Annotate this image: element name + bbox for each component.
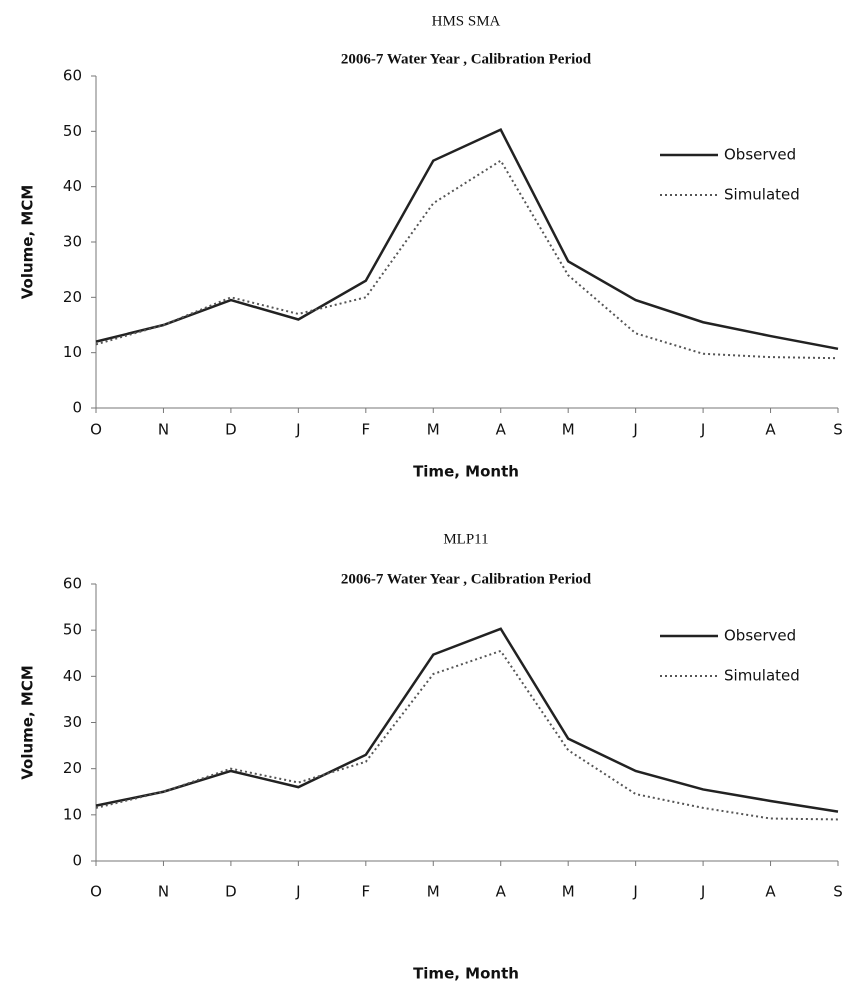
y-axis-title: Volume, MCM [19, 665, 37, 780]
y-tick-label: 0 [72, 852, 82, 870]
x-tick-label: F [361, 883, 370, 901]
y-tick-label: 0 [72, 399, 82, 417]
series-line [95, 627, 839, 813]
chart-subtitle: 2006-7 Water Year , Calibration Period [341, 51, 592, 67]
x-tick-label: J [295, 883, 300, 901]
y-tick-label: 10 [63, 805, 82, 823]
y-tick-label: 10 [63, 343, 82, 361]
y-tick-label: 50 [63, 621, 82, 639]
chart-title: MLP11 [443, 531, 488, 547]
y-tick-label: 50 [63, 122, 82, 140]
x-tick-label: M [562, 421, 575, 439]
x-tick-label: N [158, 421, 169, 439]
y-tick-label: 40 [63, 667, 82, 685]
x-tick-label: A [496, 883, 507, 901]
y-tick-label: 20 [63, 288, 82, 306]
y-tick-label: 60 [63, 67, 82, 85]
x-tick-label: J [700, 421, 705, 439]
x-tick-label: J [295, 421, 300, 439]
x-tick-label: J [632, 883, 637, 901]
y-tick-label: 30 [63, 233, 82, 251]
x-tick-label: S [833, 883, 843, 901]
x-tick-label: J [632, 421, 637, 439]
series-line [95, 649, 839, 821]
x-tick-label: D [225, 421, 237, 439]
x-axis-title: Time, Month [413, 463, 519, 481]
x-tick-label: O [90, 421, 102, 439]
y-tick-label: 40 [63, 177, 82, 195]
x-tick-label: M [427, 421, 440, 439]
legend-label: Observed [724, 627, 796, 645]
chart-title: HMS SMA [432, 13, 501, 29]
y-tick-label: 60 [63, 575, 82, 593]
x-tick-label: A [765, 883, 776, 901]
x-tick-label: A [765, 421, 776, 439]
series-line [95, 128, 839, 351]
x-axis-title: Time, Month [413, 965, 519, 983]
y-tick-label: 30 [63, 713, 82, 731]
x-tick-label: S [833, 421, 843, 439]
x-tick-label: J [700, 883, 705, 901]
x-tick-label: O [90, 883, 102, 901]
x-tick-label: M [427, 883, 440, 901]
y-tick-label: 20 [63, 759, 82, 777]
x-tick-label: F [361, 421, 370, 439]
x-tick-label: M [562, 883, 575, 901]
legend-label: Simulated [724, 186, 800, 204]
y-axis-title: Volume, MCM [19, 185, 37, 300]
chart-subtitle: 2006-7 Water Year , Calibration Period [341, 571, 592, 587]
series-line [95, 159, 839, 360]
x-tick-label: D [225, 883, 237, 901]
x-tick-label: A [496, 421, 507, 439]
x-tick-label: N [158, 883, 169, 901]
legend-label: Simulated [724, 667, 800, 685]
legend-label: Observed [724, 146, 796, 164]
